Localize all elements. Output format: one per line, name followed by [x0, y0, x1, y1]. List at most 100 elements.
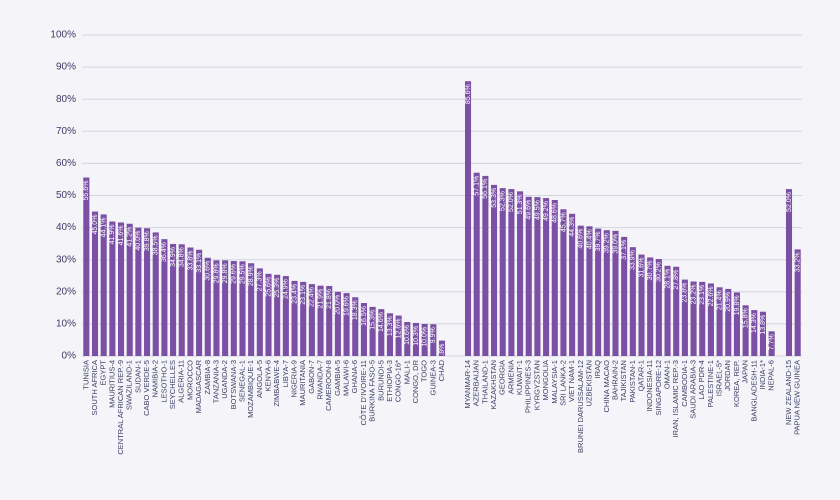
- value-label: 19.6%: [343, 296, 350, 316]
- y-tick-label: 0%: [62, 351, 77, 362]
- value-label: 23.1%: [699, 285, 706, 305]
- bar: [438, 340, 446, 356]
- value-label: 16.5%: [361, 306, 368, 326]
- y-tick-label: 20%: [56, 286, 76, 297]
- value-label: 33.9%: [630, 250, 637, 270]
- bar: [274, 274, 281, 356]
- bar: [464, 81, 472, 356]
- x-tick-label: KENYA-6: [263, 360, 272, 392]
- value-label: 12.6%: [395, 319, 402, 339]
- x-tick-label: JAPAN: [741, 360, 750, 384]
- bar: [794, 249, 801, 356]
- bar: [629, 247, 636, 356]
- value-label: 23.2%: [690, 285, 697, 305]
- x-tick-label: KUWAIT-1: [515, 360, 524, 395]
- value-label: 27.8%: [673, 270, 680, 290]
- bar: [360, 303, 367, 356]
- x-tick-label: JORDAN: [723, 360, 732, 391]
- bar: [551, 199, 558, 356]
- y-tick-label: 80%: [56, 94, 76, 105]
- bar: [517, 191, 524, 356]
- bar: [222, 260, 229, 356]
- x-tick-label: CHINA MACAO: [602, 360, 611, 413]
- bar: [742, 305, 749, 356]
- value-label: 49.6%: [526, 200, 533, 220]
- value-label: 13.8%: [760, 315, 767, 335]
- x-tick-label: LAO PDR-4: [697, 360, 706, 400]
- value-label: 44.3%: [569, 217, 576, 237]
- x-tick-label: CONGO, DR: [411, 359, 420, 403]
- bar: [638, 254, 645, 356]
- x-tick-label: CAMBODIA-1: [680, 360, 689, 407]
- x-tick-label: KAZAKHSTAN: [489, 360, 498, 409]
- bar: [352, 297, 359, 356]
- x-tick-label: ALGERIA-11: [177, 360, 186, 403]
- value-label: 52.3%: [500, 191, 507, 211]
- y-tick-label: 10%: [56, 319, 76, 330]
- value-label: 40.0%: [135, 231, 142, 251]
- x-tick-label: PALESTINE-1: [706, 360, 715, 407]
- bar: [707, 283, 714, 356]
- value-label: 56.1%: [482, 179, 489, 199]
- bar: [135, 227, 142, 356]
- x-tick-label: BURUNDI-5: [376, 360, 385, 401]
- x-tick-label: CENTRAL AFRICAN REP.-9: [116, 360, 125, 455]
- value-label: 19.8%: [734, 295, 741, 315]
- x-tick-label: VIET NAM-1: [567, 360, 576, 402]
- x-tick-label: MOROCCO: [185, 360, 194, 400]
- x-tick-label: BAHRAIN-2: [610, 360, 619, 400]
- value-label: 52.0%: [508, 192, 515, 212]
- x-tick-label: ANGOLA-5: [255, 360, 264, 398]
- bar: [586, 226, 593, 356]
- x-tick-label: UGANDA-2: [220, 360, 229, 399]
- value-label: 15.8%: [742, 308, 749, 328]
- y-tick-label: 60%: [56, 158, 76, 169]
- value-label: 39.8%: [144, 231, 151, 251]
- x-tick-label: CAMEROON-8: [324, 360, 333, 411]
- value-label: 39.0%: [612, 234, 619, 254]
- bar: [196, 249, 203, 356]
- bar: [126, 223, 133, 356]
- value-label: 44.1%: [101, 217, 108, 237]
- x-tick-label: SUDAN-1: [133, 360, 142, 393]
- y-tick-label: 50%: [56, 190, 76, 201]
- x-tick-label: LESOTHO-1: [159, 360, 168, 403]
- value-label: 23.1%: [300, 285, 307, 305]
- x-tick-label: BOTSWANA-3: [229, 360, 238, 409]
- value-label: 29.8%: [213, 263, 220, 283]
- x-tick-label: THAILAND-1: [480, 360, 489, 404]
- bar: [343, 293, 350, 356]
- bar: [577, 225, 584, 356]
- value-label: 7.7%: [768, 334, 775, 350]
- value-label: 41.6%: [118, 225, 125, 245]
- bar: [699, 281, 706, 356]
- bar: [118, 222, 125, 356]
- value-label: 9.9%: [430, 327, 437, 343]
- x-tick-label: GABON-7: [307, 360, 316, 394]
- bar: [265, 273, 272, 356]
- bar: [768, 331, 775, 356]
- bar: [144, 228, 151, 356]
- bar: [560, 209, 567, 356]
- x-tick-label: MAURITIUS-4: [107, 360, 116, 408]
- bar: [204, 257, 211, 356]
- x-tick-label: SEYCHELLES: [168, 360, 177, 409]
- x-tick-label: OMAN-1: [663, 360, 672, 389]
- x-tick-label: MYANMAR-14: [463, 360, 472, 409]
- bar: [430, 324, 437, 356]
- x-tick-label: SAUDI ARABIA-3: [689, 360, 698, 419]
- bar: [300, 281, 307, 356]
- bar: [109, 221, 116, 356]
- bar: [595, 228, 602, 356]
- value-label: 51.3%: [517, 194, 524, 214]
- bar: [187, 247, 194, 356]
- x-tick-label: ETHIOPIA-3: [385, 360, 394, 402]
- value-label: 20.0%: [335, 295, 342, 315]
- bar: [499, 188, 506, 356]
- value-label: 29.6%: [231, 264, 238, 284]
- bar: [621, 236, 628, 356]
- x-tick-label: INDONESIA-11: [645, 360, 654, 412]
- value-label: 29.8%: [222, 263, 229, 283]
- value-label: 36.4%: [161, 242, 168, 262]
